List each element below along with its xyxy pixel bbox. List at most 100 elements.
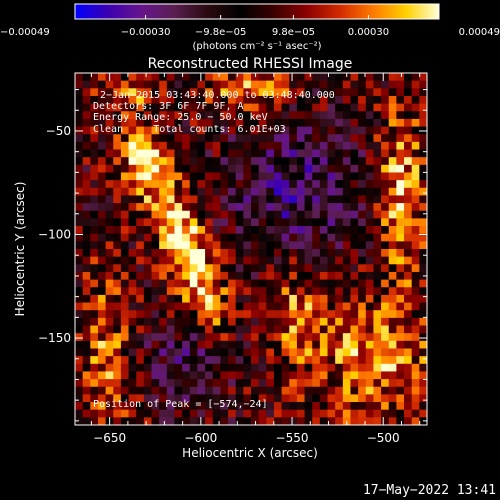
heatmap-cell <box>182 195 191 204</box>
heatmap-cell <box>75 172 84 181</box>
heatmap-cell <box>312 180 321 189</box>
heatmap-cell <box>327 279 336 288</box>
heatmap-cell <box>312 218 321 227</box>
heatmap-cell <box>97 149 107 158</box>
heatmap-cell <box>281 348 290 357</box>
heatmap-cell <box>128 210 137 219</box>
heatmap-cell <box>82 394 91 403</box>
heatmap-cell <box>342 126 351 135</box>
heatmap-cell <box>281 310 290 319</box>
heatmap-cell <box>235 80 244 89</box>
heatmap-cell <box>350 363 359 372</box>
heatmap-cell <box>281 333 290 342</box>
heatmap-cell <box>388 203 397 212</box>
heatmap-cell <box>266 172 275 181</box>
heatmap-cell <box>312 149 321 158</box>
heatmap-cell <box>105 379 114 388</box>
heatmap-cell <box>235 271 244 281</box>
heatmap-cell <box>289 264 298 273</box>
heatmap-cell <box>358 287 367 296</box>
heatmap-cell <box>243 371 252 380</box>
heatmap-cell <box>143 111 152 120</box>
heatmap-cell <box>381 348 390 357</box>
heatmap-cell <box>243 180 252 189</box>
heatmap-cell <box>396 333 405 342</box>
heatmap-cell <box>404 317 413 326</box>
heatmap-cell <box>243 249 252 258</box>
heatmap-cell <box>120 379 129 388</box>
heatmap-cell <box>350 210 359 219</box>
heatmap-cell <box>396 80 405 89</box>
heatmap-cell <box>82 348 91 357</box>
heatmap-cell <box>128 180 137 189</box>
heatmap-cell <box>304 379 313 388</box>
heatmap-cell <box>327 287 336 296</box>
heatmap-cell <box>113 172 122 181</box>
heatmap-cell <box>90 310 99 319</box>
heatmap-cell <box>304 249 313 258</box>
heatmap-cell <box>381 256 390 265</box>
heatmap-cell <box>174 164 183 173</box>
heatmap-cell <box>304 141 313 150</box>
heatmap-cell <box>335 164 344 173</box>
heatmap-cell <box>128 80 137 89</box>
heatmap-cell <box>205 141 214 150</box>
heatmap-cell <box>388 302 397 311</box>
heatmap-cell <box>136 180 145 189</box>
heatmap-cell <box>197 172 206 181</box>
heatmap-cell <box>82 180 91 189</box>
heatmap-cell <box>235 172 244 181</box>
heatmap-cell <box>243 164 252 173</box>
heatmap-cell <box>327 417 336 426</box>
heatmap-cell <box>296 402 305 411</box>
heatmap-cell <box>304 256 313 265</box>
heatmap-cell <box>273 95 283 105</box>
heatmap-cell <box>197 402 206 411</box>
heatmap-cell <box>90 356 99 365</box>
heatmap-cell <box>159 187 168 196</box>
heatmap-cell <box>381 302 390 311</box>
heatmap-cell <box>289 287 298 296</box>
heatmap-cell <box>296 294 305 303</box>
heatmap-cell <box>228 394 237 403</box>
heatmap-cell <box>228 256 237 265</box>
heatmap-cell <box>319 371 328 380</box>
heatmap-cell <box>350 356 359 365</box>
heatmap-cell <box>105 363 114 372</box>
heatmap-cell <box>90 271 99 281</box>
heatmap-cell <box>296 417 305 426</box>
heatmap-cell <box>350 249 359 258</box>
heatmap-cell <box>159 134 168 143</box>
heatmap-cell <box>273 218 283 227</box>
heatmap-cell <box>266 317 275 326</box>
heatmap-cell <box>105 126 114 135</box>
heatmap-cell <box>182 73 191 82</box>
heatmap-cell <box>120 210 129 219</box>
x-axis-label: Heliocentric X (arcsec) <box>182 446 318 460</box>
heatmap-cell <box>105 233 114 242</box>
heatmap-cell <box>105 80 114 89</box>
heatmap-cell <box>373 95 382 105</box>
heatmap-cell <box>350 264 359 273</box>
heatmap-cell <box>212 118 221 127</box>
heatmap-cell <box>396 187 405 196</box>
heatmap-cell <box>243 394 252 403</box>
heatmap-cell <box>335 317 344 326</box>
heatmap-cell <box>266 95 275 105</box>
heatmap-cell <box>304 210 313 219</box>
heatmap-cell <box>381 241 390 250</box>
heatmap-cell <box>296 95 305 105</box>
heatmap-cell <box>319 379 328 388</box>
heatmap-cell <box>82 210 91 219</box>
heatmap-cell <box>197 417 206 426</box>
heatmap-cell <box>97 134 107 143</box>
heatmap-cell <box>388 348 397 357</box>
heatmap-cell <box>128 317 137 326</box>
heatmap-cell <box>113 402 122 411</box>
heatmap-cell <box>228 88 237 97</box>
heatmap-cell <box>396 394 405 403</box>
heatmap-cell <box>396 164 405 173</box>
heatmap-cell <box>113 310 122 319</box>
heatmap-cell <box>350 348 359 357</box>
heatmap-cell <box>396 241 405 250</box>
